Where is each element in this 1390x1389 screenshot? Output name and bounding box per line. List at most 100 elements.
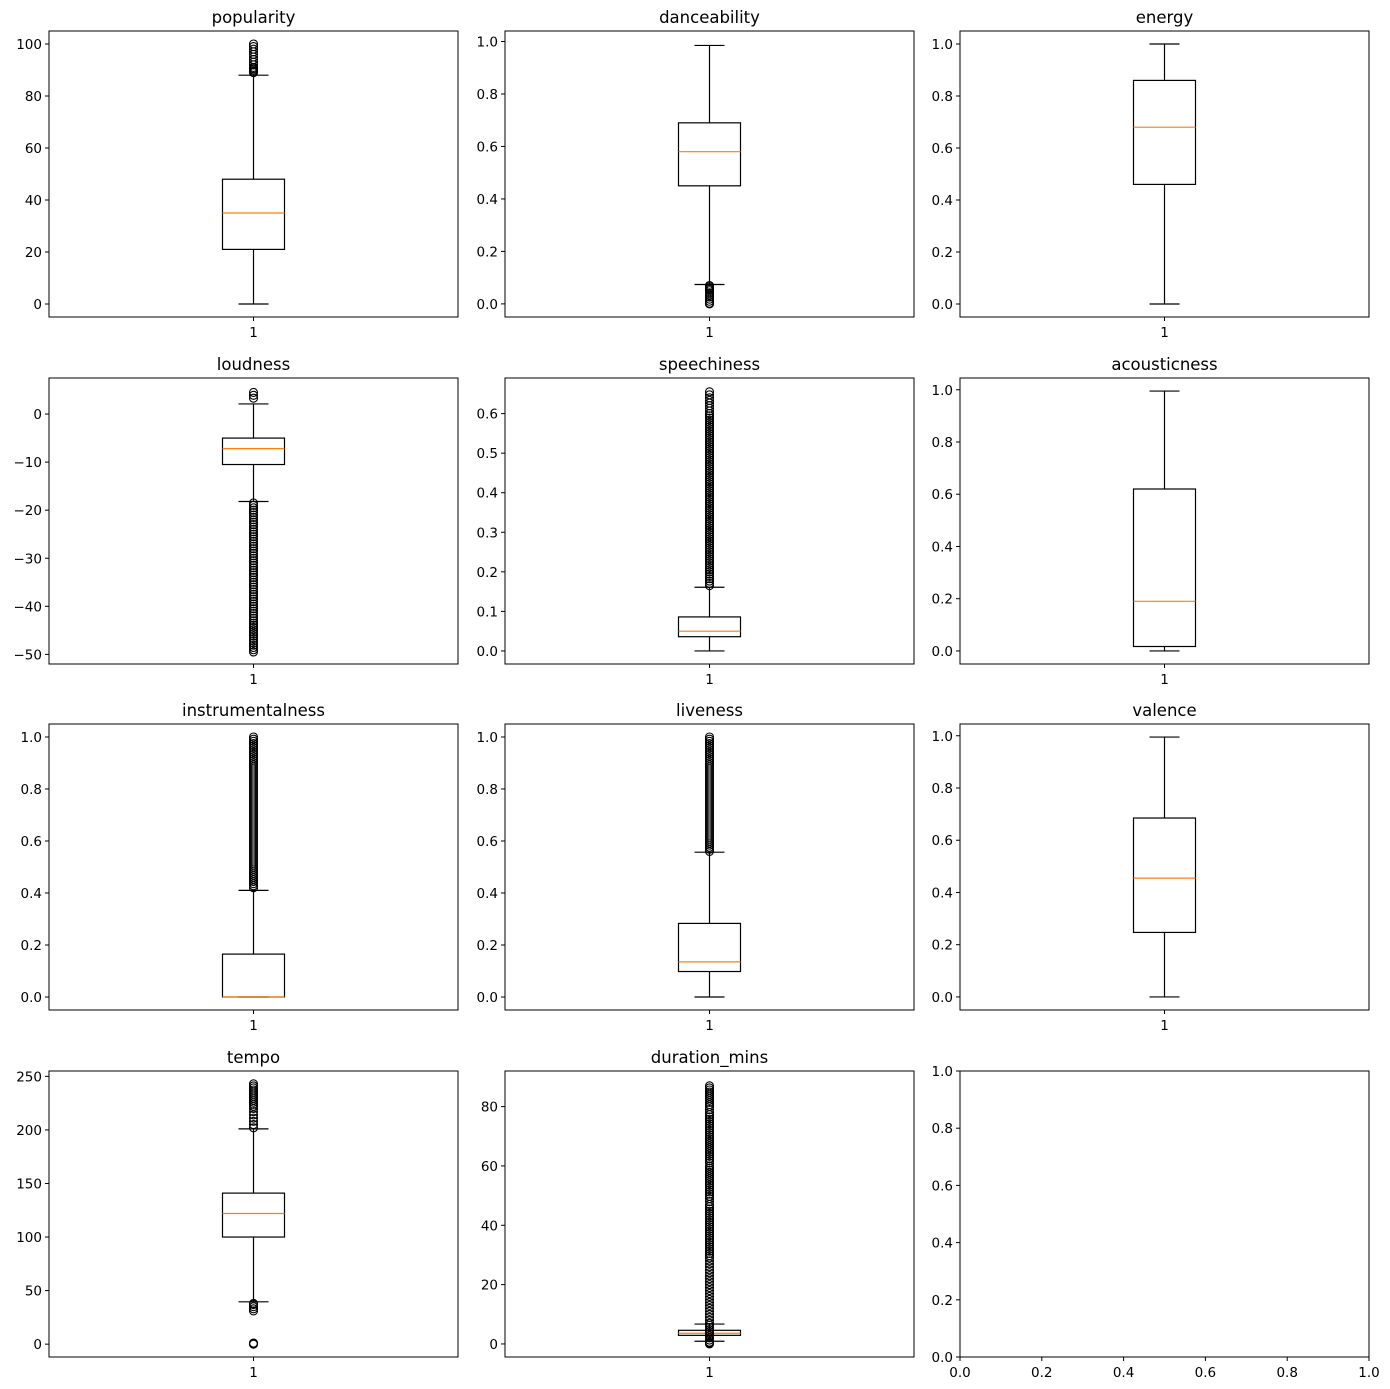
outlier-point [704, 576, 715, 586]
y-tick-label: −20 [14, 503, 43, 519]
outlier-point [704, 1280, 715, 1290]
outlier-point [704, 393, 715, 403]
outlier-point [704, 1262, 715, 1272]
outlier-point [704, 1309, 715, 1319]
outlier-point [248, 546, 259, 556]
outlier-point [248, 645, 259, 655]
outlier-point [248, 565, 259, 575]
outlier-point [704, 574, 715, 584]
outlier-point [704, 1163, 715, 1173]
axes-frame [959, 30, 1370, 318]
outlier-point [704, 1246, 715, 1256]
outlier-point [248, 572, 259, 583]
x-tick-label: 0.8 [1276, 1365, 1297, 1381]
outlier-point [704, 1226, 715, 1236]
outlier-point [248, 599, 259, 609]
y-tick-label: 0.2 [21, 938, 42, 954]
y-tick-label: 0.6 [932, 1178, 953, 1194]
outlier-point [248, 39, 259, 49]
subplot-title: valence [1132, 701, 1196, 720]
outlier-point [704, 453, 715, 463]
outlier-point [704, 415, 715, 425]
y-tick-label: 0.2 [932, 245, 953, 261]
outlier-point [704, 450, 715, 460]
y-tick-label: 1.0 [932, 729, 953, 745]
outlier-point [704, 435, 715, 445]
outlier-point [704, 518, 715, 529]
outlier-point [248, 584, 259, 595]
outlier-point [704, 1151, 715, 1161]
outlier-point [704, 1105, 715, 1115]
y-tick-label: 0.8 [932, 435, 953, 451]
outlier-point [248, 582, 259, 592]
outlier-point [248, 541, 259, 551]
y-tick-label: 0.2 [932, 592, 953, 608]
outlier-point [248, 500, 259, 510]
outlier-point [704, 1208, 715, 1218]
outlier-point [704, 567, 715, 577]
subplot: speechiness 0.0 0.1 0.2 0.3 0.4 0.5 0.6 1 [477, 355, 915, 688]
y-tick-label: 150 [16, 1176, 42, 1192]
subplot-title: speechiness [659, 355, 760, 374]
outlier-point [704, 1240, 715, 1250]
y-tick-label: 0.2 [477, 565, 498, 581]
outlier-point [704, 514, 715, 524]
outlier-point [248, 512, 259, 522]
outlier-point [704, 1114, 715, 1124]
y-tick-label: 0.4 [477, 886, 498, 902]
y-tick-label: 0 [33, 297, 42, 313]
outlier-point [248, 575, 259, 585]
y-tick-label: 60 [25, 141, 42, 157]
outlier-point [248, 393, 259, 403]
outlier-point [704, 426, 715, 436]
subplot-title: danceability [659, 8, 760, 27]
y-tick-label: 0 [33, 1337, 42, 1353]
y-tick-label: 0.5 [477, 446, 498, 462]
outlier-point [248, 517, 259, 527]
subplot: tempo 0 50 100 150 200 250 1 [16, 1048, 459, 1381]
outlier-point [248, 616, 259, 626]
subplot: duration_mins 0 20 40 60 80 1 [481, 1048, 915, 1381]
iqr-box [677, 922, 742, 973]
outlier-point [704, 523, 715, 533]
outlier-point [248, 642, 259, 653]
outlier-point [704, 1251, 715, 1261]
outlier-point [704, 428, 715, 438]
outlier-point [704, 439, 715, 449]
outlier-point [704, 483, 715, 493]
outlier-point [704, 1123, 715, 1133]
y-tick-label: 0.4 [932, 193, 953, 209]
outlier-point [704, 1237, 715, 1247]
outlier-point [248, 1123, 259, 1133]
subplot-title: liveness [676, 701, 743, 720]
outlier-point [704, 288, 715, 298]
outlier-point [704, 1228, 715, 1238]
y-tick-label: 200 [16, 1123, 42, 1139]
y-tick-label: 0.6 [932, 833, 953, 849]
outlier-point [704, 1116, 715, 1126]
outlier-point [248, 548, 259, 558]
outlier-point [248, 734, 259, 744]
y-tick-label: 0.2 [477, 244, 498, 260]
outlier-point [704, 433, 715, 443]
outlier-point [704, 527, 715, 537]
outlier-point [248, 387, 259, 397]
outlier-point [248, 510, 259, 520]
y-tick-label: −30 [14, 551, 43, 567]
outlier-point [704, 505, 715, 515]
outlier-point [704, 466, 715, 476]
y-tick-label: 40 [25, 193, 42, 209]
subplot: energy 0.0 0.2 0.4 0.6 0.8 1.0 1 [932, 8, 1370, 341]
subplot-title: duration_mins [651, 1048, 768, 1068]
y-tick-label: 0.6 [932, 487, 953, 503]
outlier-point [704, 1156, 715, 1166]
outlier-point [248, 636, 259, 646]
outlier-point [704, 437, 715, 447]
outlier-point [704, 1235, 715, 1245]
y-tick-label: 1.0 [21, 730, 42, 746]
outlier-point [704, 1125, 715, 1135]
outlier-point [704, 507, 715, 518]
y-tick-label: 0.8 [477, 782, 498, 798]
outlier-point [704, 1315, 715, 1325]
